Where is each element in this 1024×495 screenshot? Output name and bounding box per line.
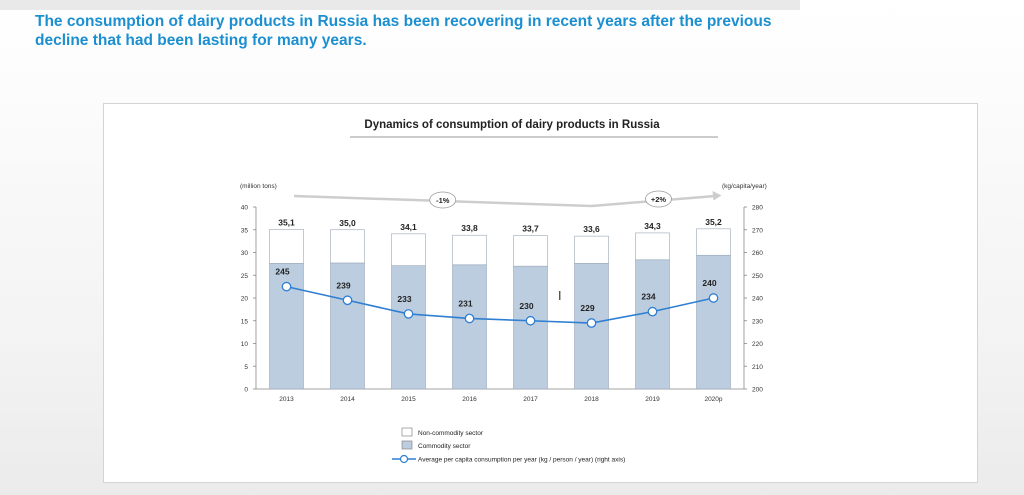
non-commodity-bar xyxy=(513,235,548,267)
x-tick-label: 2016 xyxy=(462,396,477,403)
y-left-tick-label: 30 xyxy=(241,250,249,257)
non-commodity-bar xyxy=(269,228,304,264)
x-tick-label: 2018 xyxy=(584,396,599,403)
x-tick-label: 2013 xyxy=(279,396,294,403)
legend: Non-commodity sector Commodity sector Aver… xyxy=(392,427,625,464)
non-commodity-bar xyxy=(330,229,365,264)
y-left-label: (million tons) xyxy=(240,183,277,190)
y-right-tick-label: 220 xyxy=(752,341,763,348)
y-right-tick-label: 210 xyxy=(752,364,763,371)
per-capita-value-label: 233 xyxy=(397,294,411,304)
per-capita-value-label: 234 xyxy=(641,292,655,302)
per-capita-point xyxy=(586,318,597,328)
legend-swatch-non-commodity xyxy=(401,427,413,437)
y-right-tick-label: 280 xyxy=(752,205,763,212)
x-tick-label: 2015 xyxy=(401,396,416,403)
y-right-tick-label: 250 xyxy=(752,273,763,280)
total-value-label: 34,1 xyxy=(400,222,417,232)
trend-annotation-bubble xyxy=(429,191,457,209)
trend-arrow-head xyxy=(712,191,722,201)
per-capita-value-label: 229 xyxy=(580,303,594,313)
commodity-bar xyxy=(635,259,670,390)
per-capita-point xyxy=(647,306,658,317)
legend-label-non-commodity: Non-commodity sector xyxy=(418,430,484,437)
trend-annotation-label: +2% xyxy=(651,195,667,204)
top-bar xyxy=(0,0,800,10)
y-left-tick-label: 5 xyxy=(244,364,248,371)
y-right-tick-label: 260 xyxy=(752,250,763,257)
total-value-label: 35,1 xyxy=(278,217,295,227)
non-commodity-bar xyxy=(391,233,426,266)
y-left-tick-label: 0 xyxy=(244,387,248,394)
per-capita-line xyxy=(286,285,714,324)
commodity-bar xyxy=(391,265,426,390)
chart-frame: Dynamics of consumption of dairy product… xyxy=(103,103,978,483)
x-tick-label: 2020p xyxy=(704,396,722,403)
per-capita-value-label: 245 xyxy=(275,267,289,277)
per-capita-point xyxy=(403,309,414,319)
y-left-tick-label: 25 xyxy=(241,273,249,280)
y-right-tick-label: 240 xyxy=(752,296,763,303)
y-right-label: (kg/capita/year) xyxy=(722,183,767,190)
legend-swatch-marker xyxy=(399,454,409,464)
per-capita-point xyxy=(281,281,292,292)
y-left-tick-label: 20 xyxy=(241,296,249,303)
non-commodity-bar xyxy=(574,235,609,264)
per-capita-value-label: 240 xyxy=(702,278,716,288)
legend-label-commodity: Commodity sector xyxy=(418,443,471,450)
per-capita-point xyxy=(708,293,719,303)
non-commodity-bar xyxy=(635,232,670,261)
per-capita-point xyxy=(342,295,353,306)
x-tick-label: 2017 xyxy=(523,396,538,403)
chart-title: Dynamics of consumption of dairy product… xyxy=(364,119,660,131)
y-right-tick-label: 200 xyxy=(752,387,763,394)
total-value-label: 33,7 xyxy=(522,224,539,234)
y-right-tick-label: 230 xyxy=(752,318,763,325)
total-value-label: 35,0 xyxy=(339,218,356,228)
x-tick-label: 2014 xyxy=(340,396,355,403)
per-capita-point xyxy=(464,313,475,324)
per-capita-value-label: 230 xyxy=(519,301,533,311)
plot-area: 0 5 10 15 20 25 30 35 40 200 210 220 230 240 250 260 270… xyxy=(241,190,763,403)
trend-annotation-bubble xyxy=(645,190,672,208)
x-tick-label: 2019 xyxy=(645,396,660,403)
y-left-tick-label: 10 xyxy=(241,341,249,348)
y-left-tick-label: 15 xyxy=(241,318,249,325)
y-left-tick-label: 35 xyxy=(241,227,249,234)
per-capita-value-label: 231 xyxy=(458,298,472,308)
total-value-label: 33,8 xyxy=(461,223,478,233)
y-right-tick-label: 270 xyxy=(752,227,763,234)
non-commodity-bar xyxy=(696,228,731,256)
trend-annotation-label: -1% xyxy=(436,196,450,205)
total-value-label: 34,3 xyxy=(644,221,661,231)
per-capita-value-label: 239 xyxy=(336,280,350,290)
total-value-label: 35,2 xyxy=(705,217,722,227)
legend-swatch-commodity xyxy=(401,440,413,450)
non-commodity-bar xyxy=(452,234,487,266)
commodity-bar xyxy=(696,254,731,390)
per-capita-point xyxy=(525,315,536,326)
headline: The consumption of dairy products in Rus… xyxy=(35,13,772,49)
legend-label-line: Average per capita consumption per year … xyxy=(418,457,625,464)
text-cursor-icon: I xyxy=(558,289,562,303)
chart-svg: Dynamics of consumption of dairy product… xyxy=(240,119,767,464)
commodity-bar xyxy=(513,265,548,390)
y-left-tick-label: 40 xyxy=(241,205,249,212)
commodity-bar xyxy=(330,262,365,390)
total-value-label: 33,6 xyxy=(583,224,600,234)
commodity-bar xyxy=(452,264,487,390)
